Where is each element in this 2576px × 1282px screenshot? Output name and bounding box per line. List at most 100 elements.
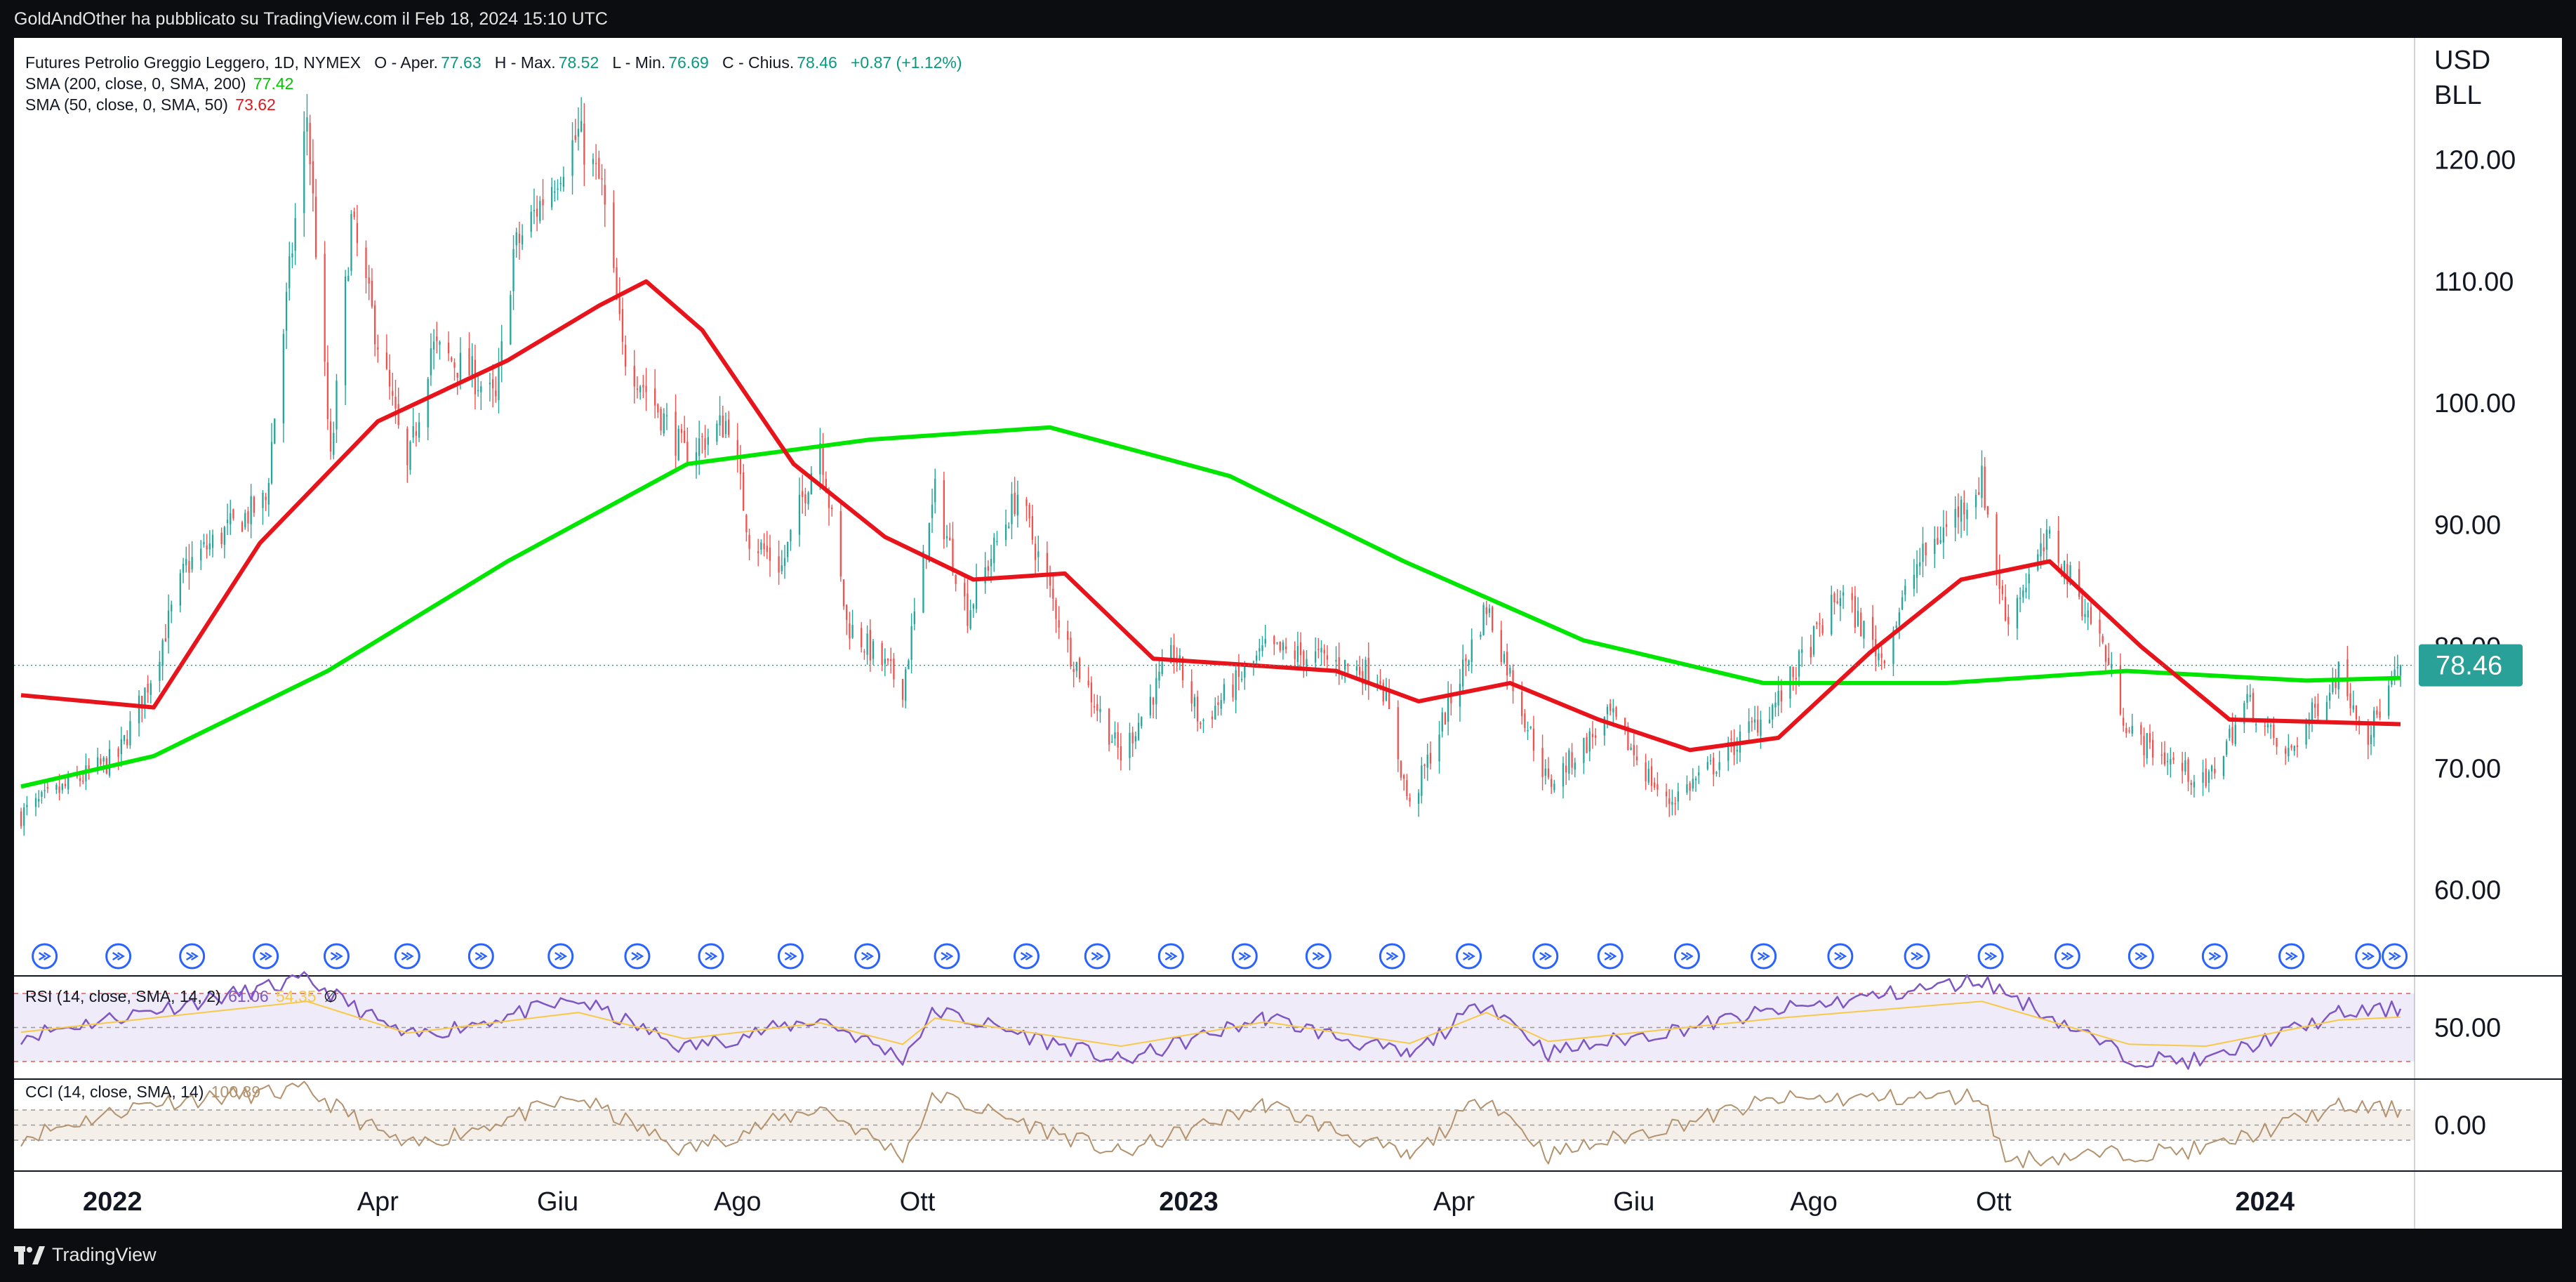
candle-body[interactable] [839, 510, 842, 577]
candle-body[interactable] [1860, 612, 1862, 637]
candle-body[interactable] [952, 538, 954, 573]
candle-body[interactable] [2293, 746, 2295, 751]
candle-body[interactable] [1011, 494, 1013, 524]
candle-body[interactable] [2160, 754, 2163, 756]
candle-body[interactable] [489, 383, 491, 385]
candle-body[interactable] [1772, 705, 1774, 720]
candle-body[interactable] [2016, 597, 2019, 628]
candle-body[interactable] [1978, 492, 1980, 495]
candle-body[interactable] [1694, 778, 1697, 781]
candle-body[interactable] [1338, 657, 1340, 672]
legend-cci-row[interactable]: CCI (14, close, SMA, 14) 100.89 [25, 1081, 260, 1102]
candle-body[interactable] [2231, 727, 2233, 743]
candle-body[interactable] [1904, 586, 1906, 595]
candle-body[interactable] [1603, 717, 1605, 736]
candle-body[interactable] [654, 388, 656, 406]
candle-body[interactable] [1402, 775, 1405, 779]
candle-body[interactable] [1320, 647, 1322, 653]
candle-body[interactable] [291, 253, 293, 258]
candle-body[interactable] [1078, 658, 1081, 679]
candle-body[interactable] [533, 210, 536, 211]
candle-body[interactable] [1141, 717, 1143, 726]
candle-body[interactable] [373, 305, 376, 345]
candle-body[interactable] [1008, 526, 1010, 528]
candle-body[interactable] [910, 626, 912, 660]
candle-body[interactable] [1974, 494, 1977, 508]
candle-body[interactable] [1609, 703, 1612, 711]
candle-body[interactable] [2131, 726, 2133, 734]
candle-body[interactable] [1925, 542, 1927, 556]
candle-body[interactable] [825, 479, 827, 493]
candle-body[interactable] [2226, 741, 2228, 755]
candle-body[interactable] [943, 480, 945, 540]
candle-body[interactable] [377, 347, 379, 350]
candle-body[interactable] [2149, 733, 2151, 743]
candle-body[interactable] [2107, 658, 2110, 665]
candle-body[interactable] [1232, 685, 1234, 698]
candle-body[interactable] [1966, 509, 1968, 520]
candle-body[interactable] [1223, 684, 1226, 701]
candle-body[interactable] [2266, 724, 2269, 728]
candle-body[interactable] [739, 457, 742, 475]
candle-body[interactable] [1444, 713, 1447, 725]
candle-body[interactable] [1645, 762, 1647, 781]
candle-body[interactable] [1821, 625, 1824, 633]
candle-body[interactable] [621, 309, 624, 342]
rsi-ma-line[interactable] [20, 1000, 2401, 1048]
candle-body[interactable] [2352, 705, 2354, 710]
candle-body[interactable] [804, 494, 806, 503]
candle-body[interactable] [1939, 540, 1941, 543]
candle-body[interactable] [1492, 607, 1494, 631]
candle-body[interactable] [1031, 516, 1034, 541]
candle-body[interactable] [2243, 703, 2245, 724]
candle-body[interactable] [2314, 703, 2316, 708]
tradingview-logo[interactable]: TradingView [14, 1244, 157, 1266]
candle-body[interactable] [913, 611, 915, 624]
candle-body[interactable] [1836, 601, 1838, 603]
candle-body[interactable] [406, 428, 409, 465]
candle-body[interactable] [2087, 610, 2089, 618]
candle-body[interactable] [2270, 725, 2272, 727]
candle-body[interactable] [866, 633, 868, 655]
candle-body[interactable] [542, 199, 544, 206]
candle-body[interactable] [1532, 728, 1535, 751]
candle-body[interactable] [58, 786, 60, 793]
candle-body[interactable] [2028, 574, 2030, 583]
candle-body[interactable] [2146, 733, 2148, 759]
candle-body[interactable] [1158, 671, 1160, 681]
candle-body[interactable] [1895, 626, 1897, 628]
candle-body[interactable] [901, 678, 904, 700]
candle-body[interactable] [453, 362, 456, 368]
candle-body[interactable] [480, 386, 482, 392]
candle-body[interactable] [2104, 645, 2107, 662]
candle-body[interactable] [613, 202, 615, 268]
candle-body[interactable] [893, 658, 895, 680]
candle-body[interactable] [1606, 706, 1609, 715]
candle-body[interactable] [1284, 646, 1287, 649]
candle-body[interactable] [684, 430, 686, 443]
candle-body[interactable] [144, 687, 146, 706]
candle-body[interactable] [1630, 747, 1632, 751]
candle-body[interactable] [1447, 694, 1449, 722]
candle-body[interactable] [851, 625, 854, 638]
candle-body[interactable] [778, 556, 780, 573]
candle-body[interactable] [2022, 590, 2024, 597]
candle-body[interactable] [604, 185, 606, 205]
candle-body[interactable] [1096, 703, 1098, 711]
candle-body[interactable] [1650, 766, 1653, 786]
candle-body[interactable] [2285, 748, 2287, 754]
candle-body[interactable] [1854, 595, 1857, 628]
candle-body[interactable] [1647, 769, 1649, 783]
candle-body[interactable] [660, 409, 662, 431]
candle-body[interactable] [179, 573, 181, 606]
candle-body[interactable] [79, 778, 81, 781]
candle-body[interactable] [1960, 499, 1963, 522]
candle-body[interactable] [1421, 765, 1423, 796]
candle-body[interactable] [2229, 729, 2231, 739]
candle-body[interactable] [1934, 538, 1936, 555]
candle-body[interactable] [1878, 653, 1880, 661]
candle-body[interactable] [2296, 745, 2299, 748]
candle-body[interactable] [849, 623, 851, 639]
candle-body[interactable] [1901, 597, 1904, 610]
candle-body[interactable] [1149, 696, 1152, 715]
